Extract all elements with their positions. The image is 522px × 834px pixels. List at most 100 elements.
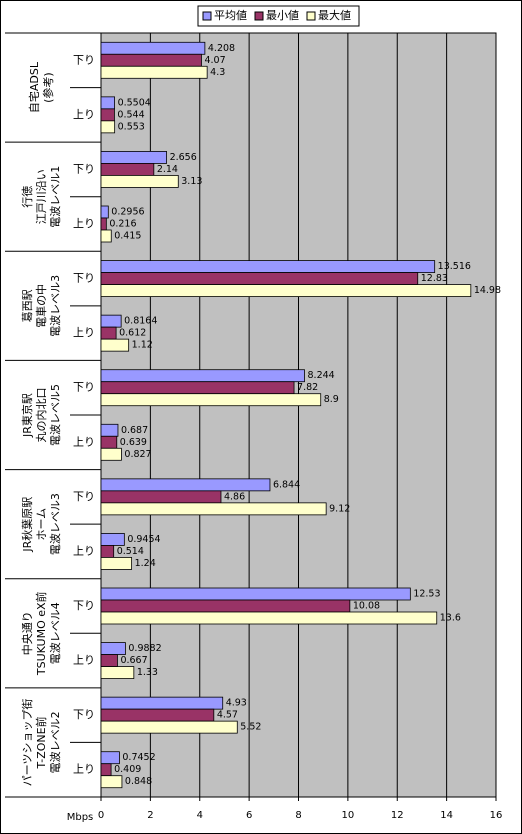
sub-label: 下り bbox=[73, 381, 95, 394]
bar bbox=[100, 53, 202, 67]
x-tick-label: 14 bbox=[440, 810, 453, 821]
value-label: 0.7452 bbox=[122, 752, 155, 763]
group-label: JR秋葉原駅 bbox=[20, 497, 34, 553]
sub-label: 下り bbox=[73, 53, 95, 66]
bar bbox=[100, 642, 126, 655]
sub-label: 下り bbox=[73, 162, 95, 175]
bar bbox=[100, 708, 215, 722]
sub-label: 下り bbox=[73, 272, 95, 285]
value-label: 12.83 bbox=[421, 273, 448, 284]
sub-label: 下り bbox=[73, 708, 95, 721]
sub-label: 上り bbox=[73, 217, 95, 230]
x-tick-label: 16 bbox=[490, 810, 503, 821]
bar bbox=[100, 435, 118, 449]
legend-label: 平均値 bbox=[214, 9, 247, 22]
x-axis-label: Mbps bbox=[67, 812, 94, 823]
bar bbox=[100, 587, 411, 601]
value-label: 0.639 bbox=[120, 437, 147, 448]
value-label: 0.5504 bbox=[118, 97, 151, 108]
bar bbox=[100, 666, 135, 679]
value-label: 0.827 bbox=[124, 449, 151, 460]
value-label: 0.8164 bbox=[124, 316, 157, 327]
legend: 平均値 最小値 最大値 bbox=[197, 5, 360, 27]
group-label: 自宅ADSL bbox=[27, 61, 41, 113]
value-label: 3.13 bbox=[181, 176, 202, 187]
value-label: 0.514 bbox=[117, 546, 144, 557]
value-label: 4.57 bbox=[217, 710, 238, 721]
legend-box bbox=[197, 5, 360, 27]
value-label: 0.544 bbox=[117, 109, 144, 120]
bar bbox=[100, 205, 109, 219]
value-label: 0.553 bbox=[118, 121, 145, 132]
legend-swatch bbox=[254, 11, 264, 21]
group-label: 電波レベル4 bbox=[49, 602, 62, 664]
bar bbox=[100, 326, 117, 340]
bar bbox=[100, 393, 322, 407]
x-tick-label: 12 bbox=[391, 810, 404, 821]
bar bbox=[100, 314, 122, 328]
group-label: 丸の内北口 bbox=[34, 388, 48, 443]
group-label: TSUKUMO eX前 bbox=[34, 591, 48, 676]
value-label: 0.216 bbox=[109, 219, 136, 230]
bar bbox=[100, 611, 438, 625]
bar bbox=[100, 599, 351, 613]
value-label: 13.6 bbox=[440, 613, 461, 624]
group-label: パーツショップ街 bbox=[20, 699, 34, 787]
bar bbox=[100, 41, 206, 55]
value-label: 10.08 bbox=[353, 601, 380, 612]
group-label: JR東京駅 bbox=[20, 393, 34, 438]
bar bbox=[100, 751, 120, 765]
x-tick-label: 2 bbox=[147, 810, 153, 821]
value-label: 4.3 bbox=[210, 67, 225, 78]
bar bbox=[100, 654, 118, 667]
value-label: 8.244 bbox=[308, 370, 335, 381]
value-label: 1.33 bbox=[137, 667, 158, 678]
bar bbox=[100, 502, 327, 516]
legend-label: 最小値 bbox=[266, 9, 299, 22]
group-label: 行徳 bbox=[21, 186, 34, 208]
group-label: T-ZONE前 bbox=[34, 716, 48, 769]
sub-label: 上り bbox=[73, 326, 95, 339]
value-label: 5.52 bbox=[240, 722, 261, 733]
value-label: 0.848 bbox=[125, 776, 152, 787]
value-label: 12.53 bbox=[413, 589, 440, 600]
value-label: 0.9454 bbox=[127, 534, 160, 545]
bar bbox=[100, 65, 208, 79]
group-label: 江戸川沿い bbox=[35, 169, 48, 224]
value-label: 6.844 bbox=[273, 479, 300, 490]
value-label: 1.24 bbox=[135, 558, 156, 569]
bar bbox=[100, 533, 125, 546]
group-label: 電波レベル3 bbox=[49, 493, 62, 555]
value-label: 0.2956 bbox=[111, 207, 144, 218]
bar bbox=[100, 369, 305, 383]
bar bbox=[100, 96, 115, 110]
group-label: ホーム bbox=[35, 508, 48, 541]
value-label: 4.86 bbox=[224, 491, 245, 502]
sub-label: 上り bbox=[73, 763, 95, 776]
value-label: 7.82 bbox=[297, 382, 318, 393]
bar bbox=[100, 163, 155, 176]
sub-label: 下り bbox=[73, 599, 95, 612]
legend-swatch bbox=[202, 11, 212, 21]
value-label: 0.409 bbox=[114, 764, 141, 775]
bar bbox=[100, 696, 224, 710]
value-label: 4.208 bbox=[208, 43, 235, 54]
bar bbox=[100, 260, 436, 273]
x-tick-label: 6 bbox=[246, 810, 252, 821]
sub-label: 下り bbox=[73, 490, 95, 503]
group-label: (参考) bbox=[41, 72, 55, 103]
bar bbox=[100, 120, 116, 134]
sub-label: 上り bbox=[73, 108, 95, 121]
bar bbox=[100, 720, 238, 734]
value-label: 8.9 bbox=[324, 394, 339, 405]
sub-label: 上り bbox=[73, 435, 95, 448]
group-label: 電波レベル1 bbox=[49, 166, 62, 228]
value-label: 2.656 bbox=[170, 152, 197, 163]
bar bbox=[100, 557, 133, 570]
group-label: 電波レベル2 bbox=[49, 711, 62, 773]
value-label: 2.14 bbox=[157, 164, 178, 175]
bar bbox=[100, 217, 107, 231]
x-tick-label: 4 bbox=[197, 810, 203, 821]
sub-label: 上り bbox=[73, 544, 95, 557]
